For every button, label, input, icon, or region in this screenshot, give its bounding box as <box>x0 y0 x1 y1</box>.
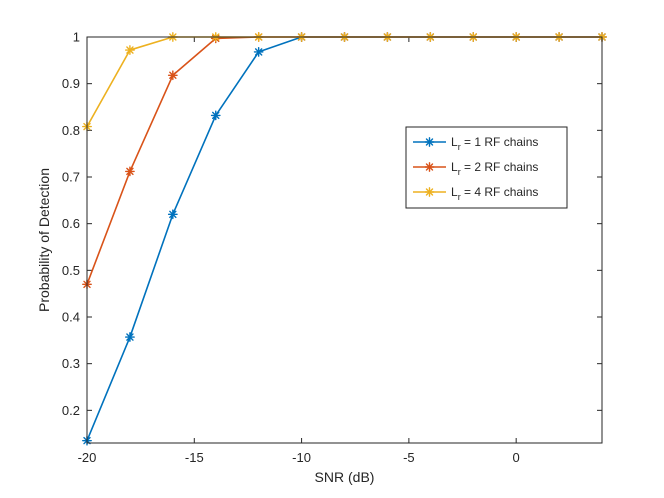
legend-label: Lr = 2 RF chains <box>451 160 538 177</box>
legend-marker <box>424 137 435 147</box>
y-tick-label: 0.5 <box>62 263 80 278</box>
y-tick-label: 0.3 <box>62 356 80 371</box>
legend: Lr = 1 RF chains Lr = 2 RF chains Lr = 4 R… <box>405 126 568 209</box>
legend-item: Lr = 1 RF chains <box>413 135 538 152</box>
data-point-marker <box>253 47 264 57</box>
y-tick-label: 0.9 <box>62 76 80 91</box>
y-tick-label: 1 <box>73 30 80 45</box>
x-tick-labels: -20 -15 -10 -5 0 <box>78 450 520 465</box>
x-tick-label: 0 <box>513 450 520 465</box>
plot-area <box>87 37 602 443</box>
y-tick-label: 0.6 <box>62 216 80 231</box>
data-point-marker <box>125 332 135 342</box>
y-tick-label: 0.8 <box>62 123 80 138</box>
legend-item: Lr = 4 RF chains <box>413 185 538 202</box>
y-tick-label: 0.2 <box>62 403 80 418</box>
x-tick-label: -20 <box>78 450 97 465</box>
data-point-marker <box>125 166 135 177</box>
y-tick-label: 0.4 <box>62 310 80 325</box>
data-point-marker <box>210 110 221 121</box>
data-point-marker <box>125 45 135 55</box>
x-tick-label: -15 <box>185 450 204 465</box>
y-tick-labels: 0.2 0.3 0.4 0.5 0.6 0.7 0.8 0.9 1 <box>62 30 80 418</box>
legend-label: Lr = 1 RF chains <box>451 135 538 152</box>
y-tick-label: 0.7 <box>62 170 80 185</box>
x-tick-label: -5 <box>403 450 415 465</box>
legend-label: Lr = 4 RF chains <box>451 185 538 202</box>
legend-marker <box>424 187 435 197</box>
data-point-marker <box>167 209 178 220</box>
y-axis-label: Probability of Detection <box>36 168 52 312</box>
x-tick-label: -10 <box>292 450 311 465</box>
x-axis-label: SNR (dB) <box>315 469 375 485</box>
plot-frame <box>86 36 603 444</box>
legend-item: Lr = 2 RF chains <box>413 160 538 177</box>
data-point-marker <box>167 70 178 81</box>
legend-marker <box>424 162 435 172</box>
